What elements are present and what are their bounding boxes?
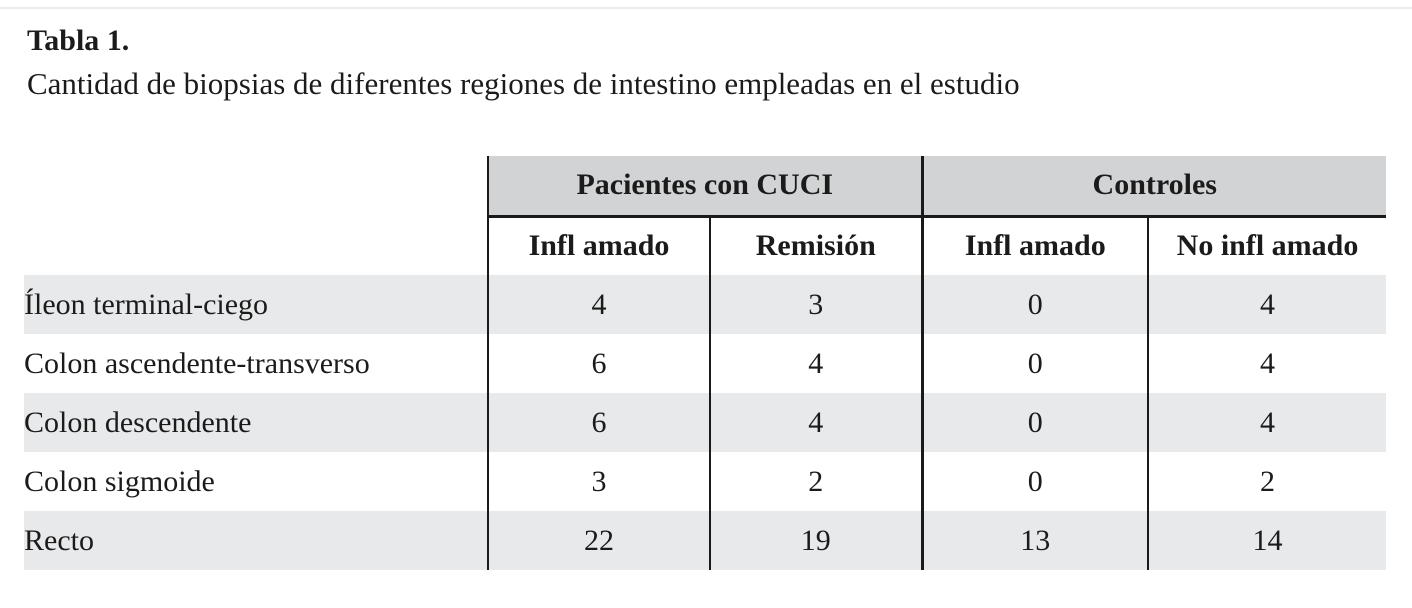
table-description: Cantidad de biopsias de diferentes regio… [27, 66, 1020, 101]
row-label: Íleon terminal-ciego [24, 275, 488, 334]
table-cell: 4 [487, 275, 710, 334]
table-cell: 0 [920, 452, 1149, 511]
subheader-remision: Remisión [708, 216, 923, 275]
table-cell: 4 [1147, 393, 1387, 452]
table-caption: Tabla 1. Cantidad de biopsias de diferen… [27, 22, 1020, 104]
table-cell: 6 [487, 334, 710, 393]
row-label: Colon sigmoide [24, 452, 488, 511]
table-row: Colon sigmoide 3 2 0 2 [24, 452, 1387, 511]
row-label: Colon ascendente-transverso [24, 334, 488, 393]
subheader-row: Infl amado Remisión Infl amado No infl a… [24, 216, 1387, 275]
table-cell: 4 [1147, 334, 1387, 393]
row-label: Colon descendente [24, 393, 488, 452]
table-cell: 14 [1147, 511, 1387, 570]
table-number: Tabla 1. [27, 24, 130, 57]
table-row: Íleon terminal-ciego 4 3 0 4 [24, 275, 1387, 334]
subheader-inflamado-cuci: Infl amado [487, 216, 710, 275]
table-cell: 0 [920, 334, 1149, 393]
table-cell: 6 [487, 393, 710, 452]
table-cell: 4 [1147, 275, 1387, 334]
column-group-cuci: Pacientes con CUCI [486, 156, 923, 218]
subheader-no-inflamado: No infl amado [1147, 216, 1387, 275]
row-label: Recto [24, 511, 488, 570]
table-cell: 0 [920, 393, 1149, 452]
table-cell: 3 [487, 452, 710, 511]
table-cell: 4 [708, 393, 923, 452]
table-row: Recto 22 19 13 14 [24, 511, 1387, 570]
table-cell: 3 [708, 275, 923, 334]
biopsy-table: Pacientes con CUCI Controles Infl amado … [24, 156, 1387, 570]
table-cell: 2 [708, 452, 923, 511]
table-cell: 19 [708, 511, 923, 570]
table-row: Colon ascendente-transverso 6 4 0 4 [24, 334, 1387, 393]
subheader-inflamado-controles: Infl amado [920, 216, 1149, 275]
table-row: Colon descendente 6 4 0 4 [24, 393, 1387, 452]
table-cell: 22 [487, 511, 710, 570]
corner-cell [24, 216, 488, 275]
page-top-rule [0, 7, 1412, 9]
table-cell: 13 [920, 511, 1149, 570]
table-cell: 0 [920, 275, 1149, 334]
table-cell: 2 [1147, 452, 1387, 511]
column-group-controles: Controles [920, 156, 1387, 218]
table-cell: 4 [708, 334, 923, 393]
column-group-row: Pacientes con CUCI Controles [24, 156, 1387, 218]
corner-cell [24, 156, 488, 216]
